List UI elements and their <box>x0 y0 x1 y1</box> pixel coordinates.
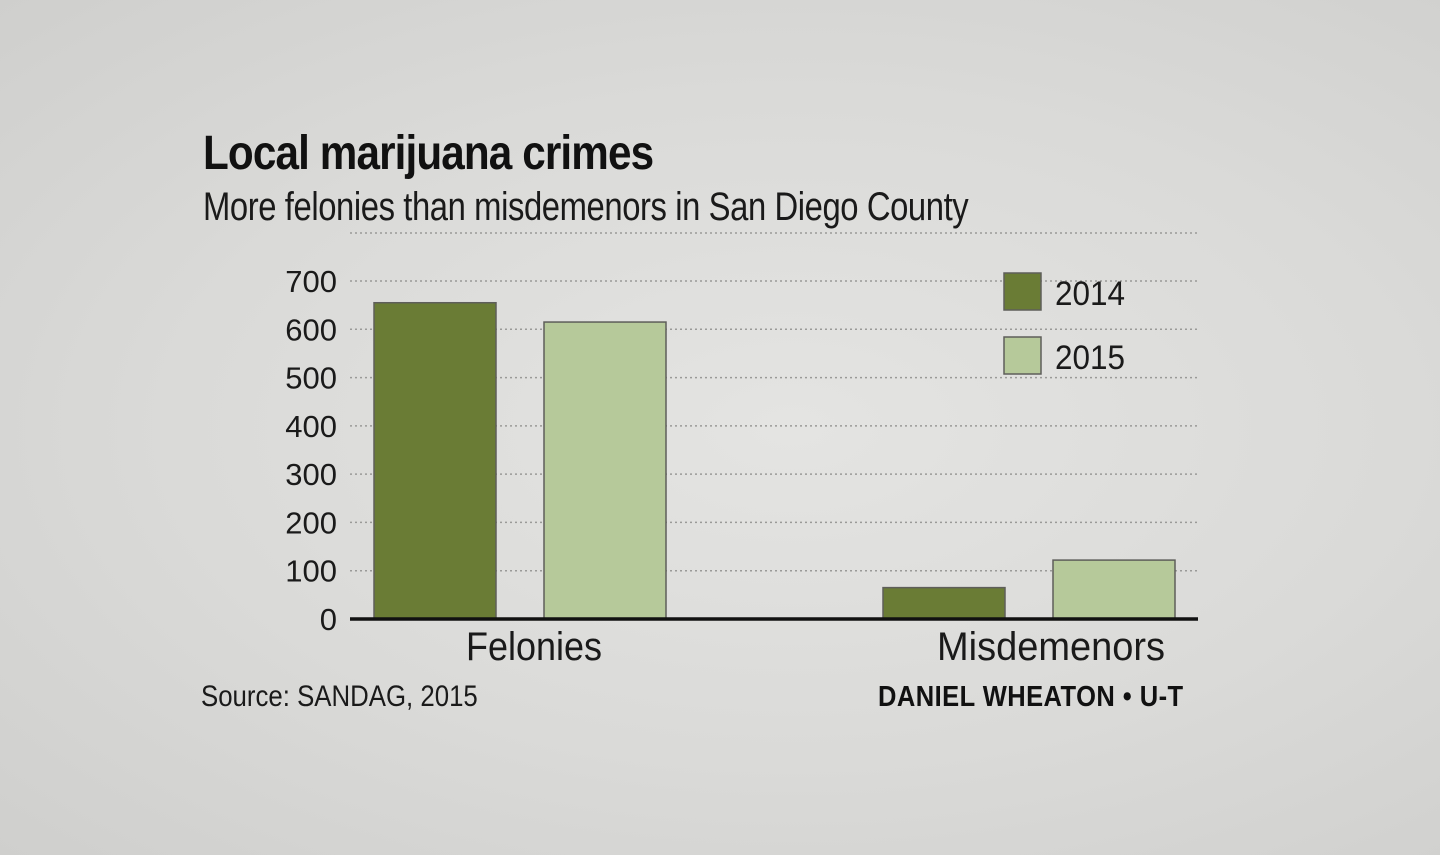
legend-swatch-2014 <box>1003 272 1042 311</box>
y-tick-label: 0 <box>320 602 337 637</box>
y-tick-label: 600 <box>285 312 337 347</box>
y-tick-label: 400 <box>285 409 337 444</box>
bar-2015-misdemenors <box>1052 559 1176 620</box>
legend-label: 2014 <box>1055 275 1125 313</box>
credit-line: DANIEL WHEATON • U-T <box>878 681 1184 713</box>
bar-2014-misdemenors <box>882 586 1006 620</box>
source-note: Source: SANDAG, 2015 <box>201 680 478 713</box>
x-category-label: Felonies <box>466 625 602 669</box>
bar-2015-felonies <box>543 321 667 620</box>
y-tick-label: 300 <box>285 457 337 492</box>
chart-title: Local marijuana crimes <box>203 127 654 180</box>
bar-2014-felonies <box>373 301 497 620</box>
x-category-label: Misdemenors <box>937 625 1165 669</box>
chart-subtitle: More felonies than misdemenors in San Di… <box>203 185 969 229</box>
y-tick-label: 500 <box>285 361 337 396</box>
y-tick-label: 100 <box>285 554 337 589</box>
y-tick-label: 200 <box>285 505 337 540</box>
legend-label: 2015 <box>1055 339 1125 377</box>
legend-swatch-2015 <box>1003 336 1042 375</box>
y-tick-label: 700 <box>285 264 337 299</box>
